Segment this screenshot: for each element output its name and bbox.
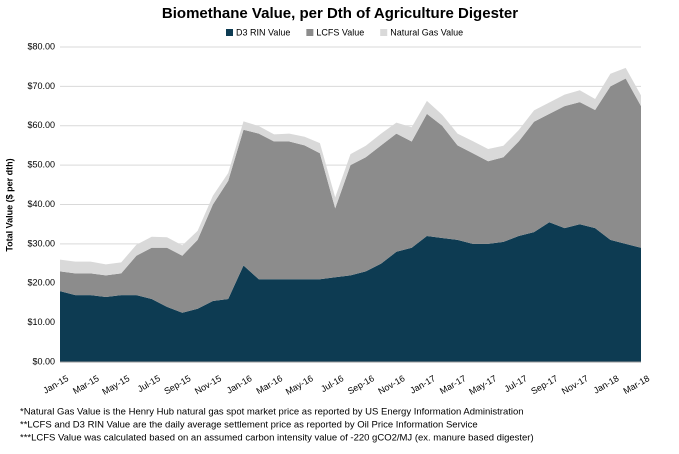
x-tick-label: May-17 (467, 373, 498, 397)
y-tick-label: $20.00 (27, 278, 55, 288)
x-tick-label: Sep-15 (162, 373, 192, 396)
x-tick-label: Jan-17 (408, 373, 437, 395)
y-tick-label: $70.00 (27, 81, 55, 91)
x-tick-label: Jan-16 (225, 373, 254, 395)
footnote: ***LCFS Value was calculated based on an… (20, 433, 534, 444)
y-tick-label: $80.00 (27, 41, 55, 51)
footnote: **LCFS and D3 RIN Value are the daily av… (20, 420, 478, 431)
area (60, 222, 641, 362)
y-tick-label: $40.00 (27, 199, 55, 209)
area (60, 78, 641, 313)
x-tick-label: Nov-16 (376, 373, 406, 396)
legend-swatch (380, 29, 388, 36)
y-tick-label: $60.00 (27, 120, 55, 130)
legend-label: LCFS Value (316, 27, 364, 37)
legend-swatch (226, 29, 233, 36)
y-tick-label: $0.00 (32, 356, 55, 366)
x-tick-label: Jan-18 (592, 373, 621, 395)
x-tick-label: Mar-18 (621, 373, 651, 396)
chart-title: Biomethane Value, per Dth of Agriculture… (162, 5, 518, 22)
y-tick-label: $30.00 (27, 238, 55, 248)
x-tick-label: Mar-17 (438, 373, 468, 396)
y-axis-label: Total Value ($ per dth) (4, 158, 14, 251)
x-tick-label: Jan-15 (41, 373, 70, 395)
x-tick-label: Jul-16 (319, 373, 345, 394)
x-tick-label: May-15 (100, 373, 131, 397)
x-tick-label: Sep-17 (529, 373, 559, 396)
x-tick-label: Mar-15 (71, 373, 101, 396)
footnote: *Natural Gas Value is the Henry Hub natu… (20, 407, 524, 418)
legend-label: D3 RIN Value (236, 27, 290, 37)
y-tick-label: $50.00 (27, 160, 55, 170)
legend-swatch (306, 29, 314, 36)
x-tick-label: Nov-15 (193, 373, 223, 396)
x-tick-label: May-16 (284, 373, 315, 397)
x-tick-label: Jul-15 (136, 373, 162, 394)
y-tick-label: $10.00 (27, 317, 55, 327)
x-tick-label: Nov-17 (560, 373, 590, 396)
legend-label: Natural Gas Value (390, 27, 463, 37)
x-tick-label: Jul-17 (503, 373, 529, 394)
x-tick-label: Sep-16 (346, 373, 376, 396)
x-tick-label: Mar-16 (255, 373, 285, 396)
